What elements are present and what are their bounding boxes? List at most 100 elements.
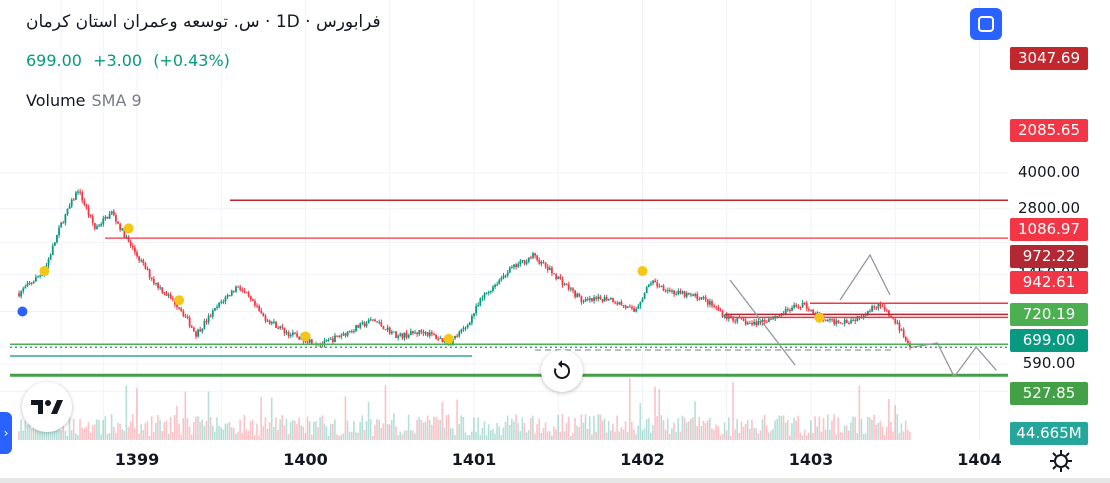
candle-body xyxy=(350,331,353,333)
trend-line xyxy=(729,279,796,366)
candle-body xyxy=(470,316,473,323)
candle-body xyxy=(129,241,132,246)
volume-bar xyxy=(298,417,300,440)
candle-body xyxy=(264,315,267,321)
volume-bar xyxy=(340,434,343,440)
volume-bar xyxy=(268,422,271,440)
volume-bar xyxy=(841,432,844,440)
candle-body xyxy=(178,307,181,309)
side-panel-toggle[interactable]: › xyxy=(0,412,12,454)
candle-body xyxy=(218,302,221,307)
volume-bar xyxy=(422,422,425,440)
candle-body xyxy=(334,335,336,343)
candle-body xyxy=(569,288,572,290)
volume-bar xyxy=(487,424,490,440)
candle-body xyxy=(325,339,328,341)
volume-bar xyxy=(770,430,772,440)
candle-body xyxy=(376,321,379,323)
reset-chart-button[interactable] xyxy=(541,350,583,392)
candle-body xyxy=(157,282,159,289)
candle-body xyxy=(273,321,275,323)
candle-body xyxy=(770,318,772,320)
candle-body xyxy=(660,285,663,287)
fullscreen-button[interactable] xyxy=(970,8,1002,40)
candle-body xyxy=(595,297,598,299)
candle-body xyxy=(226,295,229,298)
volume-bar xyxy=(538,418,540,440)
candle-body xyxy=(614,302,617,304)
bottom-scrollbar[interactable] xyxy=(0,478,1110,483)
volume-bar xyxy=(395,426,397,440)
candle-body xyxy=(96,226,98,229)
volume-bar xyxy=(93,424,96,440)
volume-bar xyxy=(100,434,102,440)
volume-bar xyxy=(49,428,52,440)
volume-bar xyxy=(685,422,688,440)
candle-body xyxy=(639,301,642,306)
candle-body xyxy=(854,319,857,322)
volume-bar xyxy=(195,416,197,440)
volume-bar xyxy=(256,423,258,440)
volume-bar xyxy=(258,435,260,440)
candle-body xyxy=(298,336,301,340)
settings-button[interactable] xyxy=(1048,448,1074,474)
volume-bar xyxy=(317,427,319,440)
candle-body xyxy=(53,242,56,246)
price-tag: 527.85 xyxy=(1010,382,1088,405)
signal-marker xyxy=(443,333,454,344)
volume-bar xyxy=(239,419,241,440)
candle-body xyxy=(719,310,722,312)
candle-body xyxy=(668,289,671,292)
tradingview-logo[interactable] xyxy=(22,382,72,432)
candle-body xyxy=(517,264,520,268)
volume-bar xyxy=(321,415,324,440)
candle-body xyxy=(163,292,166,294)
volume-bar xyxy=(502,427,505,440)
candle-body xyxy=(690,294,692,296)
candle-body xyxy=(441,338,444,342)
volume-bar xyxy=(791,423,793,440)
candle-body xyxy=(359,322,362,328)
volume-bar xyxy=(814,416,816,440)
candle-body xyxy=(831,319,833,321)
candle-body xyxy=(713,305,716,307)
candle-body xyxy=(401,333,404,338)
volume-bar xyxy=(247,430,250,440)
x-axis-label: 1399 xyxy=(114,450,160,469)
volume-bar xyxy=(866,416,869,440)
candle-body xyxy=(58,227,60,236)
candle-body xyxy=(578,293,581,297)
candle-body xyxy=(610,298,612,300)
candle-body xyxy=(704,297,707,300)
volume-bar xyxy=(313,421,315,440)
volume-bar xyxy=(654,386,656,440)
candle-body xyxy=(393,331,395,333)
volume-bar xyxy=(310,434,313,440)
volume-bar xyxy=(41,427,43,440)
candle-body xyxy=(502,275,505,278)
volume-bar xyxy=(344,396,347,440)
volume-bar xyxy=(837,417,840,440)
volume-bar xyxy=(188,426,191,440)
candle-body xyxy=(68,205,71,209)
volume-bar xyxy=(508,425,511,440)
last-price: 699.00 xyxy=(26,51,82,70)
volume-bar xyxy=(850,422,852,440)
candle-body xyxy=(75,192,77,200)
candle-body xyxy=(363,322,366,326)
candle-body xyxy=(93,223,96,229)
candle-body xyxy=(656,282,659,287)
volume-bar xyxy=(155,422,157,440)
volume-bar xyxy=(517,423,519,440)
volume-bar xyxy=(285,418,288,440)
candle-body xyxy=(380,322,383,327)
volume-bar xyxy=(277,430,279,440)
candle-body xyxy=(506,272,509,276)
reset-icon xyxy=(554,360,571,379)
volume-indicator-label[interactable]: Volume SMA 9 xyxy=(26,91,142,110)
volume-bar xyxy=(353,421,355,440)
volume-bar xyxy=(854,416,856,440)
volume-bar xyxy=(856,433,859,440)
candle-body xyxy=(22,288,25,292)
